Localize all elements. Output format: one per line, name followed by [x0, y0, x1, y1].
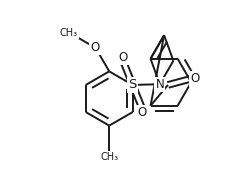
Text: N: N: [155, 78, 164, 91]
Text: CH₃: CH₃: [100, 152, 118, 162]
Text: CH₃: CH₃: [60, 28, 78, 38]
Text: O: O: [137, 106, 147, 119]
Text: O: O: [119, 51, 128, 64]
Text: S: S: [129, 78, 137, 92]
Text: O: O: [90, 41, 100, 54]
Text: O: O: [191, 72, 200, 85]
